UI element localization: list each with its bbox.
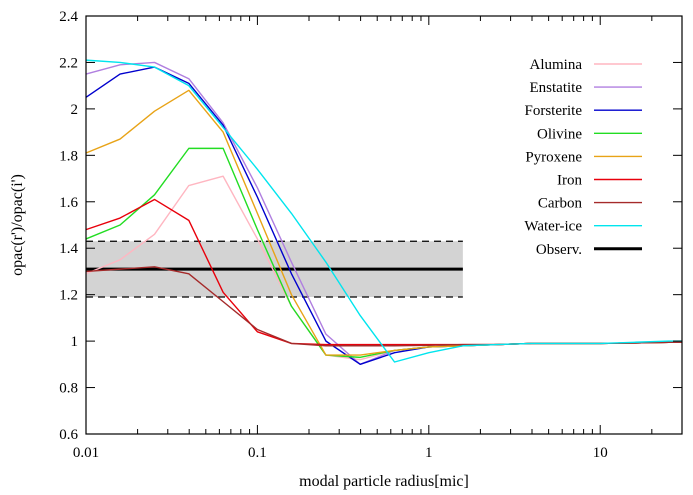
legend-label-olivine: Olivine <box>537 126 582 142</box>
legend-label-enstatite: Enstatite <box>530 80 583 96</box>
y-tick-label: 2.2 <box>59 55 78 71</box>
series-line-water-ice <box>85 59 682 363</box>
y-tick-label: 1.2 <box>59 288 78 304</box>
y-tick-label: 1 <box>71 334 79 350</box>
legend-label-iron: Iron <box>557 173 582 189</box>
plot-frame <box>85 15 683 435</box>
legend-label-observ-: Observ. <box>536 242 582 258</box>
y-tick-label: 1.8 <box>59 148 78 164</box>
y-tick-label: 0.8 <box>59 381 78 397</box>
series-line-forsterite <box>85 66 682 366</box>
x-axis-label: modal particle radius[mic] <box>299 473 469 490</box>
y-tick-label: 0.6 <box>59 427 78 443</box>
y-tick-label: 2 <box>71 102 79 118</box>
x-tick-label: 0.1 <box>248 445 267 461</box>
legend-label-forsterite: Forsterite <box>525 103 583 119</box>
legend: Alumina Enstatite Forsterite Olivine Pyroxen… <box>524 57 642 258</box>
y-tick-label: 1.6 <box>59 195 78 211</box>
legend-label-pyroxene: Pyroxene <box>525 149 582 165</box>
series-line-pyroxene <box>85 89 682 356</box>
legend-label-alumina: Alumina <box>530 57 583 73</box>
x-tick-label: 10 <box>593 445 608 461</box>
legend-label-carbon: Carbon <box>538 196 583 212</box>
x-tick-label: 1 <box>425 445 433 461</box>
legend-label-water-ice: Water-ice <box>524 219 582 235</box>
tick-layer: 0.6 0.8 1 1.2 1.4 1.6 1.8 2 2.2 2.4 0.01 0.1 1 10 <box>59 9 682 461</box>
series-line-enstatite <box>85 61 682 366</box>
y-axis-label: opac(r')/opac(i') <box>9 174 26 276</box>
y-tick-label: 1.4 <box>59 241 78 257</box>
y-tick-label: 2.4 <box>59 9 78 25</box>
x-tick-label: 0.01 <box>73 445 99 461</box>
series-layer <box>85 59 682 366</box>
